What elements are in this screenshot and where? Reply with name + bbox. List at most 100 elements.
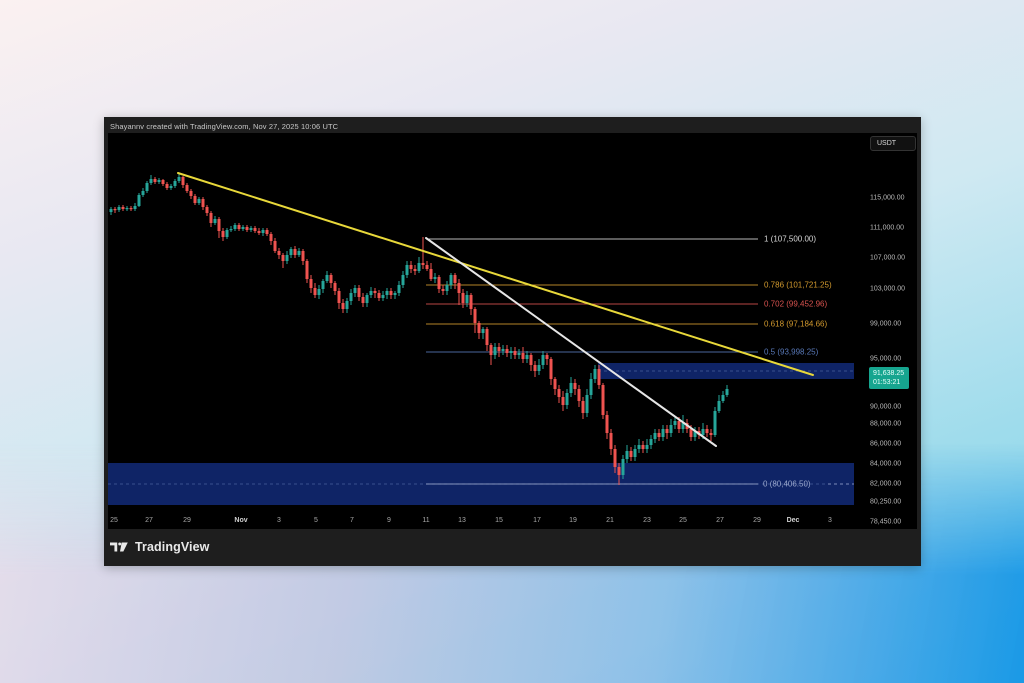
tradingview-brand-text: TradingView [135, 540, 210, 554]
time-axis-tick: 7 [350, 517, 354, 524]
bullish-candle [345, 301, 349, 309]
candlestick-chart[interactable] [108, 133, 917, 529]
bearish-candle [441, 289, 445, 291]
bearish-candle [601, 385, 605, 415]
time-axis-tick: 13 [458, 517, 466, 524]
bearish-candle [121, 207, 125, 209]
bearish-candle [165, 184, 169, 188]
bullish-candle [481, 329, 485, 333]
bullish-candle [589, 379, 593, 395]
bullish-candle [213, 219, 217, 223]
price-axis-tick: 90,000.00 [870, 403, 902, 411]
bearish-candle [553, 379, 557, 389]
tradingview-snapshot-frame: Shayannv created with TradingView.com, N… [104, 117, 921, 566]
bullish-candle [713, 411, 717, 435]
bearish-candle [153, 179, 157, 182]
bearish-candle [337, 291, 341, 303]
price-axis-tick: 107,000.00 [870, 254, 906, 262]
bearish-candle [209, 213, 213, 223]
time-axis-tick: Dec [786, 517, 800, 524]
bullish-candle [385, 291, 389, 295]
bearish-candle [477, 323, 481, 333]
price-axis-tick: 115,000.00 [870, 194, 905, 202]
bullish-candle [393, 293, 397, 295]
bullish-candle [717, 401, 721, 411]
bullish-candle [565, 393, 569, 405]
bearish-candle [201, 199, 205, 207]
bullish-candle [417, 263, 421, 271]
bearish-candle [489, 345, 493, 355]
bearish-candle [301, 251, 305, 261]
bullish-candle [321, 281, 325, 289]
bullish-candle [369, 291, 373, 295]
currency-selector[interactable]: USDT [870, 136, 916, 151]
bearish-candle [689, 429, 693, 437]
bullish-candle [289, 249, 293, 255]
bearish-candle [265, 230, 269, 234]
fib-label-1: 1 (107,500.00) [764, 234, 817, 244]
bearish-candle [457, 283, 461, 293]
bearish-candle [561, 397, 565, 405]
bearish-candle [605, 415, 609, 433]
fib-label-0.786: 0.786 (101,721.25) [764, 280, 832, 290]
bullish-candle [569, 383, 573, 393]
bullish-candle [261, 230, 265, 233]
time-axis-tick: 29 [753, 517, 761, 524]
bullish-candle [117, 207, 121, 210]
bearish-candle [245, 227, 249, 230]
bearish-candle [281, 255, 285, 261]
bullish-candle [625, 451, 629, 459]
bearish-candle [237, 225, 241, 229]
bullish-candle [585, 395, 589, 413]
candle-countdown: 01:53:21 [873, 379, 901, 386]
bullish-candle [509, 351, 513, 353]
bullish-candle [449, 275, 453, 285]
bearish-candle [533, 365, 537, 371]
bearish-candle [629, 451, 633, 457]
price-axis-tick: 99,000.00 [870, 320, 902, 328]
bullish-candle [229, 229, 233, 231]
bearish-candle [453, 275, 457, 283]
time-axis-tick: 25 [679, 517, 687, 524]
time-axis-tick: Nov [234, 517, 248, 524]
bearish-candle [257, 231, 261, 233]
bearish-candle [373, 291, 377, 293]
bearish-candle [429, 269, 433, 279]
bearish-candle [341, 303, 345, 309]
bearish-candle [485, 329, 489, 345]
bearish-candle [421, 263, 425, 265]
chart-plot-area[interactable]: USDT 115,000.00 111,000.00 107,000.00 103,0… [108, 133, 917, 529]
bearish-candle [313, 288, 317, 295]
bearish-candle [557, 389, 561, 397]
bearish-candle [377, 293, 381, 298]
bearish-candle [521, 353, 525, 359]
bearish-candle [181, 177, 185, 185]
bullish-candle [673, 421, 677, 425]
bullish-candle [397, 285, 401, 293]
bullish-candle [721, 395, 725, 401]
fib-label-0: 0 (80,406.50) [763, 479, 811, 489]
price-axis-tick: 103,000.00 [870, 285, 906, 293]
bullish-candle [177, 177, 181, 181]
bullish-candle [365, 295, 369, 303]
bullish-candle [197, 199, 201, 203]
bearish-candle [185, 185, 189, 191]
time-axis-tick: 9 [387, 517, 391, 524]
bullish-candle [633, 449, 637, 457]
bearish-candle [513, 351, 517, 355]
tradingview-logo[interactable]: TradingView [110, 540, 210, 554]
bearish-candle [389, 291, 393, 295]
bearish-candle [193, 196, 197, 203]
bullish-candle [317, 289, 321, 295]
bullish-candle [693, 431, 697, 437]
bullish-candle [725, 389, 729, 395]
bearish-candle [409, 265, 413, 269]
bullish-candle [233, 225, 237, 229]
bullish-candle [173, 181, 177, 186]
bearish-candle [473, 309, 477, 323]
bullish-candle [157, 180, 161, 182]
time-axis-tick: 17 [533, 517, 541, 524]
bearish-candle [329, 275, 333, 283]
bullish-candle [249, 228, 253, 230]
bearish-candle [709, 433, 713, 435]
